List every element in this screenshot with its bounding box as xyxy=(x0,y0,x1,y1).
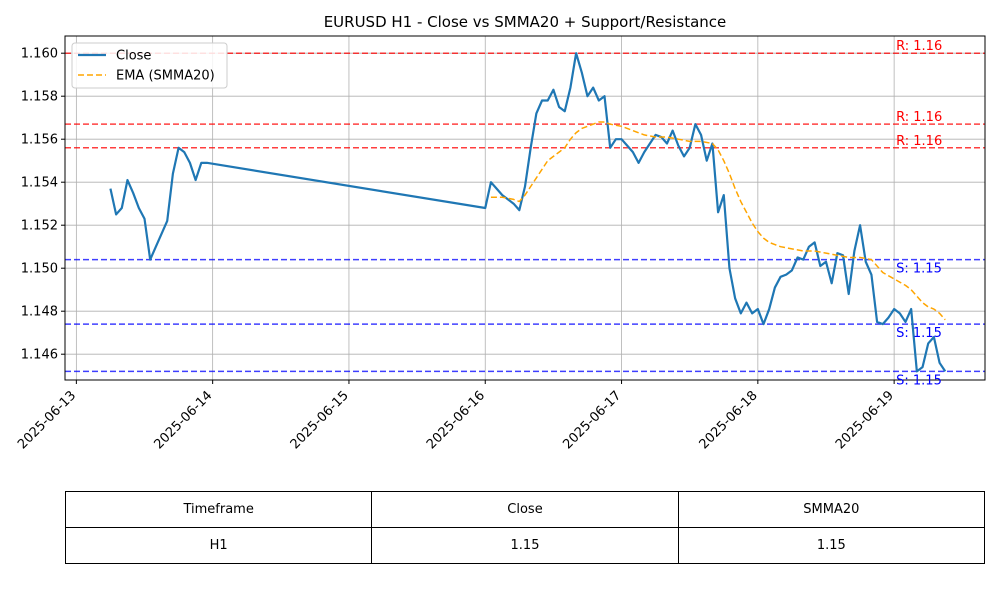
support-resistance-levels xyxy=(65,52,985,373)
resistance-label: R: 1.16 xyxy=(896,110,942,125)
table-header-cell: SMMA20 xyxy=(677,491,986,528)
close-price-line xyxy=(109,52,947,373)
table-header-row: Timeframe Close SMMA20 xyxy=(64,491,986,528)
level-labels: R: 1.16 R: 1.16 R: 1.16 S: 1.15 S: 1.15 S: 1.… xyxy=(896,39,942,388)
legend-label: Close xyxy=(116,49,151,64)
y-tick-label: 1.148 xyxy=(21,305,58,320)
smma20-line xyxy=(490,121,946,321)
table-header-cell: Timeframe xyxy=(64,491,373,528)
x-tick-label: 2025-06-18 xyxy=(697,388,761,452)
x-tick-label: 2025-06-17 xyxy=(560,388,624,452)
line-chart: EURUSD H1 - Close vs SMMA20 + Support/Re… xyxy=(15,13,986,453)
legend-box xyxy=(71,42,228,89)
summary-table: Timeframe Close SMMA20 H1 1.15 1.15 xyxy=(64,491,986,564)
y-tick-label: 1.152 xyxy=(21,219,58,234)
resistance-label: R: 1.16 xyxy=(896,134,942,149)
x-tick-label: 2025-06-14 xyxy=(151,388,215,452)
plot-frame xyxy=(64,35,986,381)
legend: Close EMA (SMMA20) xyxy=(71,42,228,89)
x-tick-label: 2025-06-16 xyxy=(424,388,488,452)
y-tick-label: 1.158 xyxy=(21,90,58,105)
series-lines xyxy=(109,52,947,373)
axes: 2025-06-13 2025-06-14 2025-06-15 2025-06-16… xyxy=(15,47,897,453)
x-tick-label: 2025-06-15 xyxy=(288,388,352,452)
grid xyxy=(65,36,985,380)
chart-title: EURUSD H1 - Close vs SMMA20 + Support/Re… xyxy=(324,13,727,31)
x-tick-label: 2025-06-13 xyxy=(15,388,79,452)
support-label: S: 1.15 xyxy=(896,326,942,341)
table-cell: 1.15 xyxy=(677,527,986,564)
resistance-label: R: 1.16 xyxy=(896,39,942,54)
table-cell: H1 xyxy=(64,527,373,564)
legend-label: EMA (SMMA20) xyxy=(116,69,215,84)
x-tick-label: 2025-06-19 xyxy=(833,388,897,452)
table-header-cell: Close xyxy=(371,491,679,528)
support-label: S: 1.15 xyxy=(896,373,942,388)
table-cell: 1.15 xyxy=(371,527,679,564)
y-tick-label: 1.154 xyxy=(21,176,58,191)
y-tick-label: 1.150 xyxy=(21,262,58,277)
support-label: S: 1.15 xyxy=(896,262,942,277)
y-tick-label: 1.156 xyxy=(21,133,58,148)
table-row: H1 1.15 1.15 xyxy=(64,527,986,564)
y-tick-label: 1.146 xyxy=(21,348,58,363)
y-tick-label: 1.160 xyxy=(21,47,58,62)
